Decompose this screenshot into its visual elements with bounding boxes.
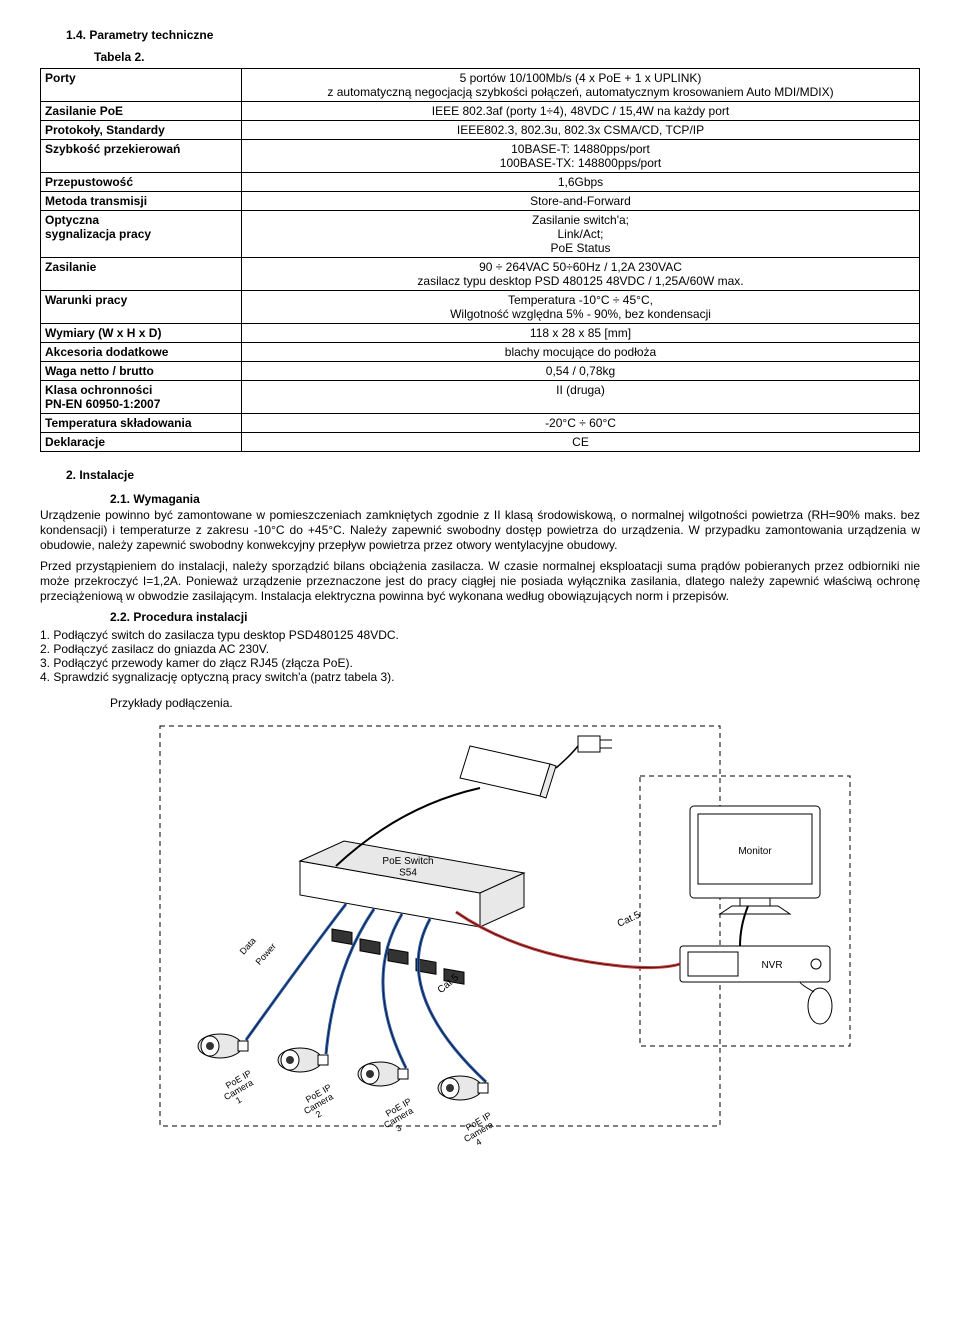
spec-key: Zasilanie PoE [41,102,242,121]
spec-value: CE [242,433,920,452]
heading-2-2: 2.2. Procedura instalacji [110,610,920,624]
spec-key: Szybkość przekierowań [41,140,242,173]
spec-value: 5 portów 10/100Mb/s (4 x PoE + 1 x UPLIN… [242,69,920,102]
spec-value: Zasilanie switch'a;Link/Act;PoE Status [242,211,920,258]
spec-key: Deklaracje [41,433,242,452]
spec-key: Przepustowość [41,173,242,192]
table-row: Szybkość przekierowań10BASE-T: 14880pps/… [41,140,920,173]
spec-key: Klasa ochronnościPN-EN 60950-1:2007 [41,381,242,414]
table-row: Wymiary (W x H x D)118 x 28 x 85 [mm] [41,324,920,343]
text-run: Przed przystąpieniem do instalacji, nale… [40,559,920,603]
svg-text:Cat.5: Cat.5 [616,910,643,930]
svg-text:S54: S54 [399,868,417,879]
svg-text:2: 2 [314,1109,323,1120]
spec-value: 118 x 28 x 85 [mm] [242,324,920,343]
spec-value: 1,6Gbps [242,173,920,192]
spec-key: Temperatura składowania [41,414,242,433]
spec-key: Waga netto / brutto [41,362,242,381]
spec-value: blachy mocujące do podłoża [242,343,920,362]
table-row: Temperatura składowania-20°C ÷ 60°C [41,414,920,433]
spec-value: -20°C ÷ 60°C [242,414,920,433]
table-row: Zasilanie90 ÷ 264VAC 50÷60Hz / 1,2A 230V… [41,258,920,291]
spec-key: Protokoły, Standardy [41,121,242,140]
spec-value: II (druga) [242,381,920,414]
paragraph-2-1: Urządzenie powinno być zamontowane w pom… [40,508,920,553]
spec-value: Temperatura -10°C ÷ 45°C,Wilgotność wzgl… [242,291,920,324]
svg-text:Power: Power [254,941,279,967]
spec-key: Metoda transmisji [41,192,242,211]
paragraph-2-1b: Przed przystąpieniem do instalacji, nale… [40,559,920,604]
table-row: Optycznasygnalizacja pracyZasilanie swit… [41,211,920,258]
spec-key: Wymiary (W x H x D) [41,324,242,343]
table-row: DeklaracjeCE [41,433,920,452]
table-row: Waga netto / brutto0,54 / 0,78kg [41,362,920,381]
spec-value: 0,54 / 0,78kg [242,362,920,381]
svg-text:1: 1 [234,1095,243,1106]
list-item: 3. Podłączyć przewody kamer do złącz RJ4… [40,656,920,670]
spec-key: Optycznasygnalizacja pracy [41,211,242,258]
procedure-list: 1. Podłączyć switch do zasilacza typu de… [40,628,920,684]
text-run: Urządzenie powinno być zamontowane w pom… [40,508,920,552]
spec-value: Store-and-Forward [242,192,920,211]
table-row: Zasilanie PoEIEEE 802.3af (porty 1÷4), 4… [41,102,920,121]
table-row: Porty5 portów 10/100Mb/s (4 x PoE + 1 x … [41,69,920,102]
list-item: 4. Sprawdzić sygnalizację optyczną pracy… [40,670,920,684]
table-row: Akcesoria dodatkoweblachy mocujące do po… [41,343,920,362]
spec-key: Porty [41,69,242,102]
spec-value: IEEE802.3, 802.3u, 802.3x CSMA/CD, TCP/I… [242,121,920,140]
svg-text:3: 3 [394,1123,403,1134]
heading-2-1: 2.1. Wymagania [110,492,920,506]
svg-text:Monitor: Monitor [738,846,772,857]
table-row: Metoda transmisjiStore-and-Forward [41,192,920,211]
table-row: Przepustowość1,6Gbps [41,173,920,192]
heading-2: 2. Instalacje [66,468,920,482]
spec-key: Warunki pracy [41,291,242,324]
spec-value: 90 ÷ 264VAC 50÷60Hz / 1,2A 230VACzasilac… [242,258,920,291]
svg-text:NVR: NVR [761,960,782,971]
spec-key: Akcesoria dodatkowe [41,343,242,362]
svg-text:Data: Data [238,936,258,957]
spec-value: IEEE 802.3af (porty 1÷4), 48VDC / 15,4W … [242,102,920,121]
spec-table: Porty5 portów 10/100Mb/s (4 x PoE + 1 x … [40,68,920,452]
table-caption: Tabela 2. [94,50,920,64]
diagram-caption: Przykłady podłączenia. [110,696,920,710]
svg-text:PoE Switch: PoE Switch [382,856,433,867]
spec-key: Zasilanie [41,258,242,291]
connection-diagram: PoE SwitchS54MonitorNVRCat.5PoE IPCamera… [40,716,920,1156]
table-row: Protokoły, StandardyIEEE802.3, 802.3u, 8… [41,121,920,140]
spec-value: 10BASE-T: 14880pps/port100BASE-TX: 14880… [242,140,920,173]
table-row: Klasa ochronnościPN-EN 60950-1:2007II (d… [41,381,920,414]
table-row: Warunki pracyTemperatura -10°C ÷ 45°C,Wi… [41,291,920,324]
list-item: 1. Podłączyć switch do zasilacza typu de… [40,628,920,642]
svg-text:4: 4 [474,1137,483,1148]
heading-1-4: 1.4. Parametry techniczne [66,28,920,42]
list-item: 2. Podłączyć zasilacz do gniazda AC 230V… [40,642,920,656]
